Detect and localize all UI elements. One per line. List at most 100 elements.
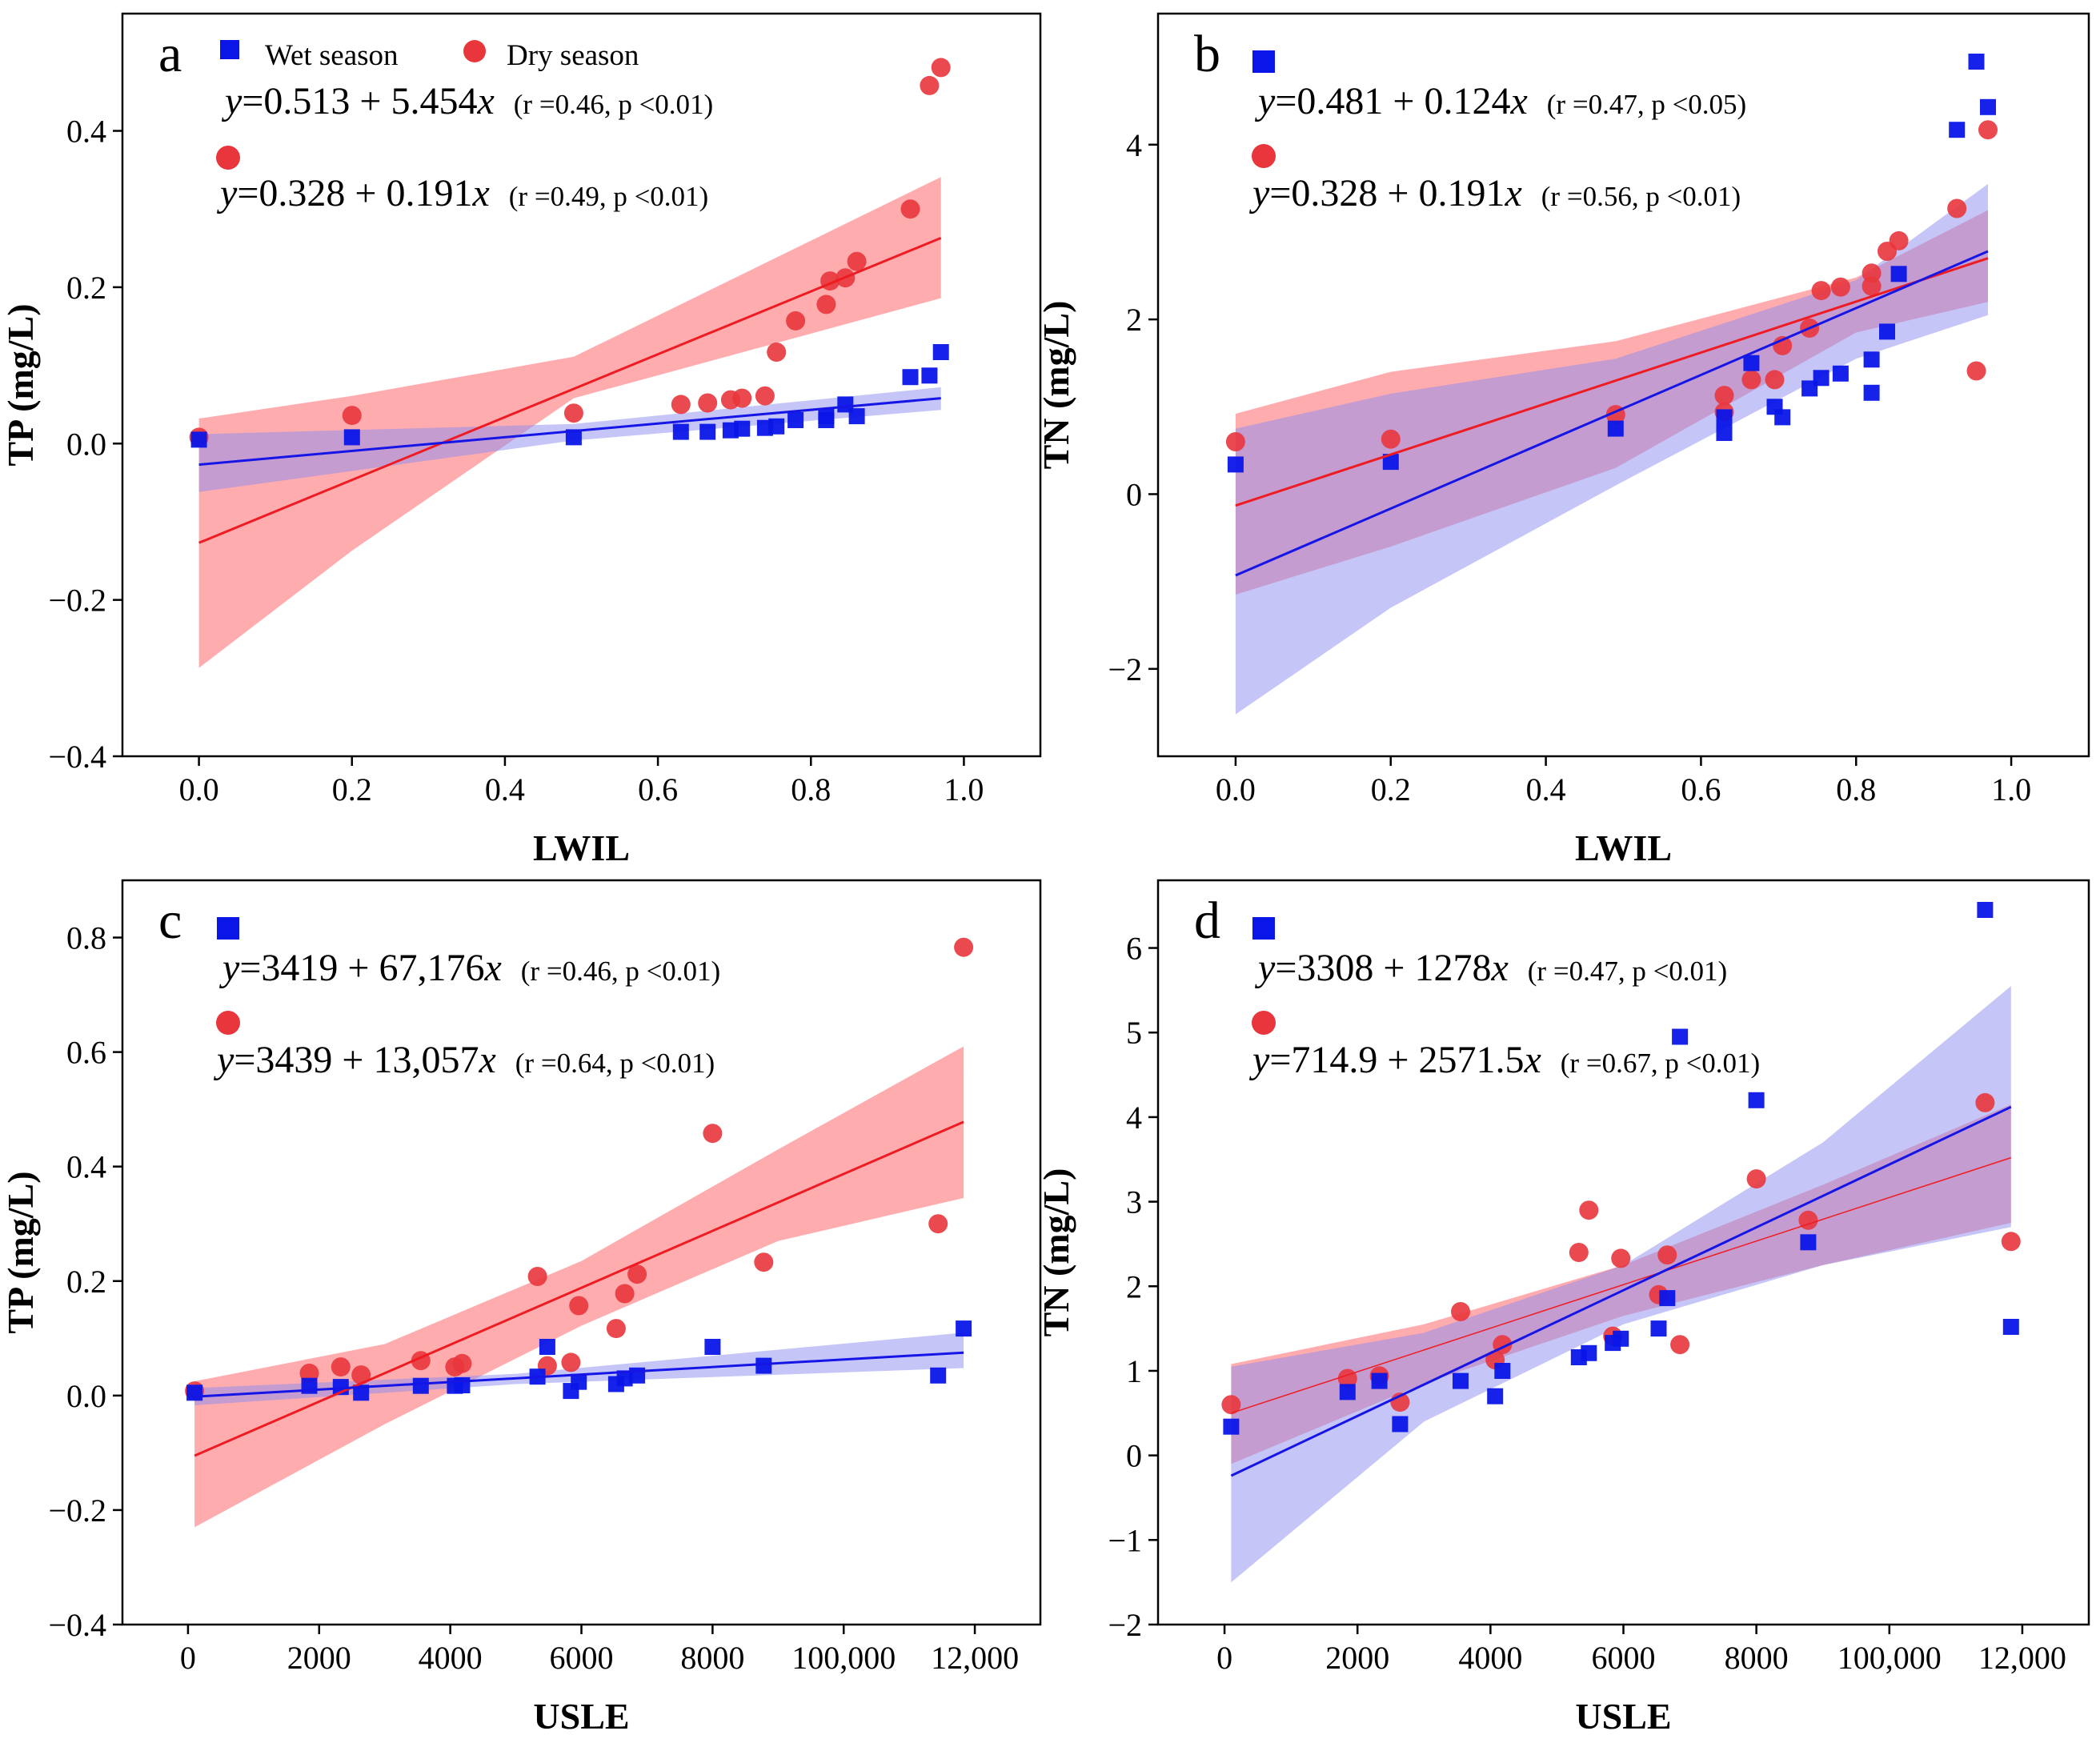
regression-equation-wet: y=3419 + 67,176x (r =0.46, p <0.01) [218, 947, 720, 989]
data-point-wet [1716, 409, 1733, 426]
y-tick-label: 0.2 [66, 1264, 106, 1300]
equation-x-symbol: x [1490, 947, 1508, 989]
equation-marker-wet [217, 917, 239, 940]
data-point-wet [930, 1367, 947, 1384]
data-point-wet [1980, 98, 1996, 115]
y-tick-label: −2 [1108, 651, 1142, 687]
data-point-wet [565, 429, 582, 446]
data-point-wet [848, 408, 865, 425]
equation-statistics: (r =0.46, p <0.01) [514, 89, 713, 120]
y-tick-label: 5 [1126, 1015, 1142, 1051]
data-point-wet [1968, 54, 1985, 70]
data-point-wet [818, 408, 835, 425]
equation-marker-wet [1252, 917, 1275, 940]
x-tick-label: 100,000 [1838, 1640, 1942, 1676]
y-tick-label: 0.8 [66, 920, 106, 956]
data-point-wet [186, 1384, 203, 1401]
data-point-wet [1672, 1028, 1689, 1045]
data-point-wet [190, 431, 207, 448]
equation-statistics: (r =0.46, p <0.01) [521, 956, 720, 987]
data-point-dry [1714, 386, 1734, 406]
confidence-band-dry [194, 1046, 964, 1528]
data-point-dry [1657, 1245, 1677, 1265]
equation-formula: =3308 + 1278 [1275, 947, 1491, 989]
data-point-wet [734, 420, 751, 437]
confidence-band-dry [198, 177, 941, 668]
fit-line-wet [1235, 250, 1989, 577]
data-point-wet [1800, 1234, 1817, 1251]
data-point-dry [351, 1365, 371, 1385]
regression-equation-dry: y=0.328 + 0.191x (r =0.49, p <0.01) [216, 172, 708, 214]
x-axis-title: LWIL [1575, 827, 1672, 868]
data-point-dry [847, 251, 867, 271]
confidence-band-wet [194, 1332, 964, 1405]
y-tick-label: 0.0 [66, 1378, 106, 1414]
data-point-dry [1830, 277, 1850, 297]
legend-marker-dry [463, 40, 486, 62]
data-point-wet [1223, 1418, 1240, 1435]
x-tick-label: 4000 [419, 1640, 483, 1676]
fit-line-wet [198, 397, 941, 467]
data-point-dry [1670, 1335, 1690, 1355]
data-point-dry [931, 58, 951, 78]
data-point-wet [1832, 365, 1849, 382]
data-point-dry [1579, 1200, 1599, 1220]
y-tick-label: 0 [1126, 476, 1142, 512]
panel-c: 0 2000 4000 6000 8000 100,000 12,000 −0.4 −0.2 0.… [0, 879, 1042, 1737]
data-point-dry [900, 199, 920, 219]
data-point-dry [754, 1252, 774, 1272]
equation-y-symbol: y [213, 1039, 234, 1081]
equation-y-symbol: y [221, 80, 242, 122]
data-point-dry [1811, 281, 1831, 301]
plot-frame [121, 12, 1042, 758]
data-point-dry [954, 937, 974, 957]
panel-letter: d [1194, 892, 1220, 950]
equation-marker-dry [1252, 1011, 1276, 1035]
fit-line-wet [1230, 1105, 2012, 1477]
data-point-dry [1569, 1243, 1589, 1262]
equation-statistics: (r =0.67, p <0.01) [1561, 1048, 1760, 1079]
x-tick-label: 8000 [1725, 1640, 1789, 1676]
equation-x-symbol: x [471, 172, 489, 214]
x-tick-label: 0.4 [1526, 771, 1566, 807]
data-point-dry [698, 393, 718, 413]
x-tick-label: 0.4 [485, 771, 525, 807]
data-point-dry [563, 403, 583, 423]
data-point-dry [627, 1264, 647, 1284]
confidence-band-wet [1235, 183, 1988, 715]
data-point-dry [1862, 263, 1882, 283]
data-point-dry [1611, 1248, 1631, 1268]
plot-frame [1156, 12, 2090, 758]
y-tick-label: −1 [1108, 1522, 1142, 1558]
y-tick-label: 0 [1126, 1438, 1142, 1474]
data-point-wet [768, 418, 785, 435]
y-tick-label: 2 [1126, 1268, 1142, 1304]
equation-statistics: (r =0.64, p <0.01) [515, 1048, 715, 1079]
data-point-dry [1975, 1092, 1995, 1112]
equation-formula: =3439 + 13,057 [234, 1039, 479, 1081]
equation-x-symbol: x [1523, 1039, 1541, 1081]
x-tick-label: 1.0 [1991, 771, 2031, 807]
data-point-dry [703, 1124, 723, 1144]
data-point-dry [1225, 432, 1245, 451]
fit-line-dry [1235, 257, 1989, 507]
data-point-dry [1381, 429, 1401, 449]
data-point-dry [671, 395, 691, 415]
data-point-wet [353, 1384, 370, 1401]
data-point-wet [1748, 1092, 1765, 1108]
data-point-wet [932, 344, 949, 360]
x-tick-label: 0.8 [1836, 771, 1876, 807]
data-point-wet [902, 369, 919, 386]
equation-marker-wet [1252, 50, 1275, 73]
equation-x-symbol: x [476, 80, 494, 122]
panel-letter: c [158, 892, 182, 950]
equation-x-symbol: x [1504, 172, 1521, 214]
panel-d: 0 2000 4000 6000 8000 100,000 12,000 −2 −1 0 1 2 3 4 5… [1036, 879, 2090, 1737]
data-point-dry [1765, 370, 1785, 390]
regression-equation-wet: y=0.513 + 5.454x (r =0.46, p <0.01) [221, 80, 713, 122]
equation-formula: =3419 + 67,176 [239, 947, 484, 989]
equation-formula: =0.481 + 0.124 [1275, 80, 1510, 122]
y-axis-title: TP (mg/L) [0, 303, 41, 466]
data-point-wet [616, 1370, 633, 1387]
